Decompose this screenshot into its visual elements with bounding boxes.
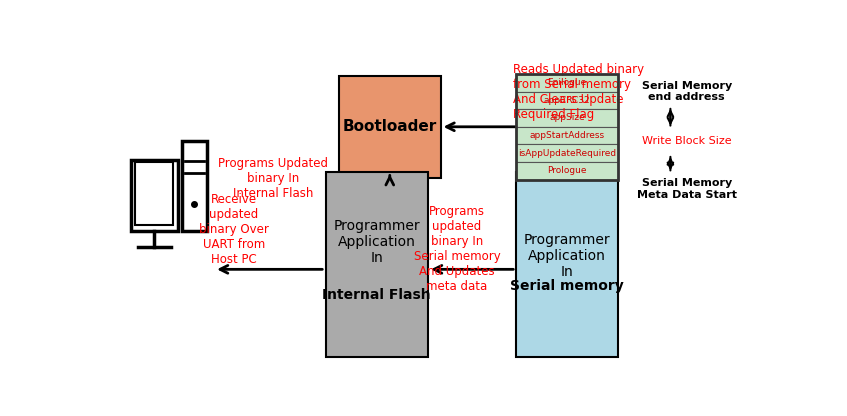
Text: Serial Memory
end address: Serial Memory end address (642, 81, 732, 102)
Text: appCRC32: appCRC32 (544, 96, 590, 105)
Text: Prologue: Prologue (547, 166, 587, 175)
Polygon shape (339, 76, 440, 178)
Text: Serial memory: Serial memory (510, 279, 624, 293)
Polygon shape (516, 144, 618, 162)
Polygon shape (516, 74, 618, 92)
Text: Receive
updated
binary Over
UART from
Host PC: Receive updated binary Over UART from Ho… (199, 193, 268, 266)
Text: Serial Memory
Meta Data Start: Serial Memory Meta Data Start (637, 178, 737, 200)
Text: Write Block Size: Write Block Size (642, 136, 732, 146)
Text: Reads Updated binary
from Serial memory
And Clears Update
Required Flag: Reads Updated binary from Serial memory … (513, 62, 644, 121)
Text: Internal Flash: Internal Flash (323, 288, 431, 302)
Polygon shape (136, 161, 174, 225)
Polygon shape (516, 162, 618, 180)
Polygon shape (516, 172, 618, 357)
Polygon shape (182, 141, 207, 231)
Text: Programs Updated
binary In
Internal Flash: Programs Updated binary In Internal Flas… (219, 156, 329, 200)
Polygon shape (516, 127, 618, 144)
Text: Programs
updated
binary In
Serial memory
And Updates
meta data: Programs updated binary In Serial memory… (413, 205, 501, 292)
Polygon shape (326, 172, 428, 357)
Text: Bootloader: Bootloader (343, 119, 437, 134)
Polygon shape (516, 92, 618, 109)
Text: Programmer
Application
In: Programmer Application In (523, 233, 611, 279)
Text: Epilogue: Epilogue (547, 78, 587, 87)
Text: isAppUpdateRequired: isAppUpdateRequired (518, 149, 616, 158)
Polygon shape (516, 109, 618, 127)
Text: appStartAddress: appStartAddress (529, 131, 605, 140)
Text: appSize: appSize (549, 114, 585, 122)
Text: Programmer
Application
In: Programmer Application In (334, 219, 420, 265)
Polygon shape (130, 161, 178, 231)
